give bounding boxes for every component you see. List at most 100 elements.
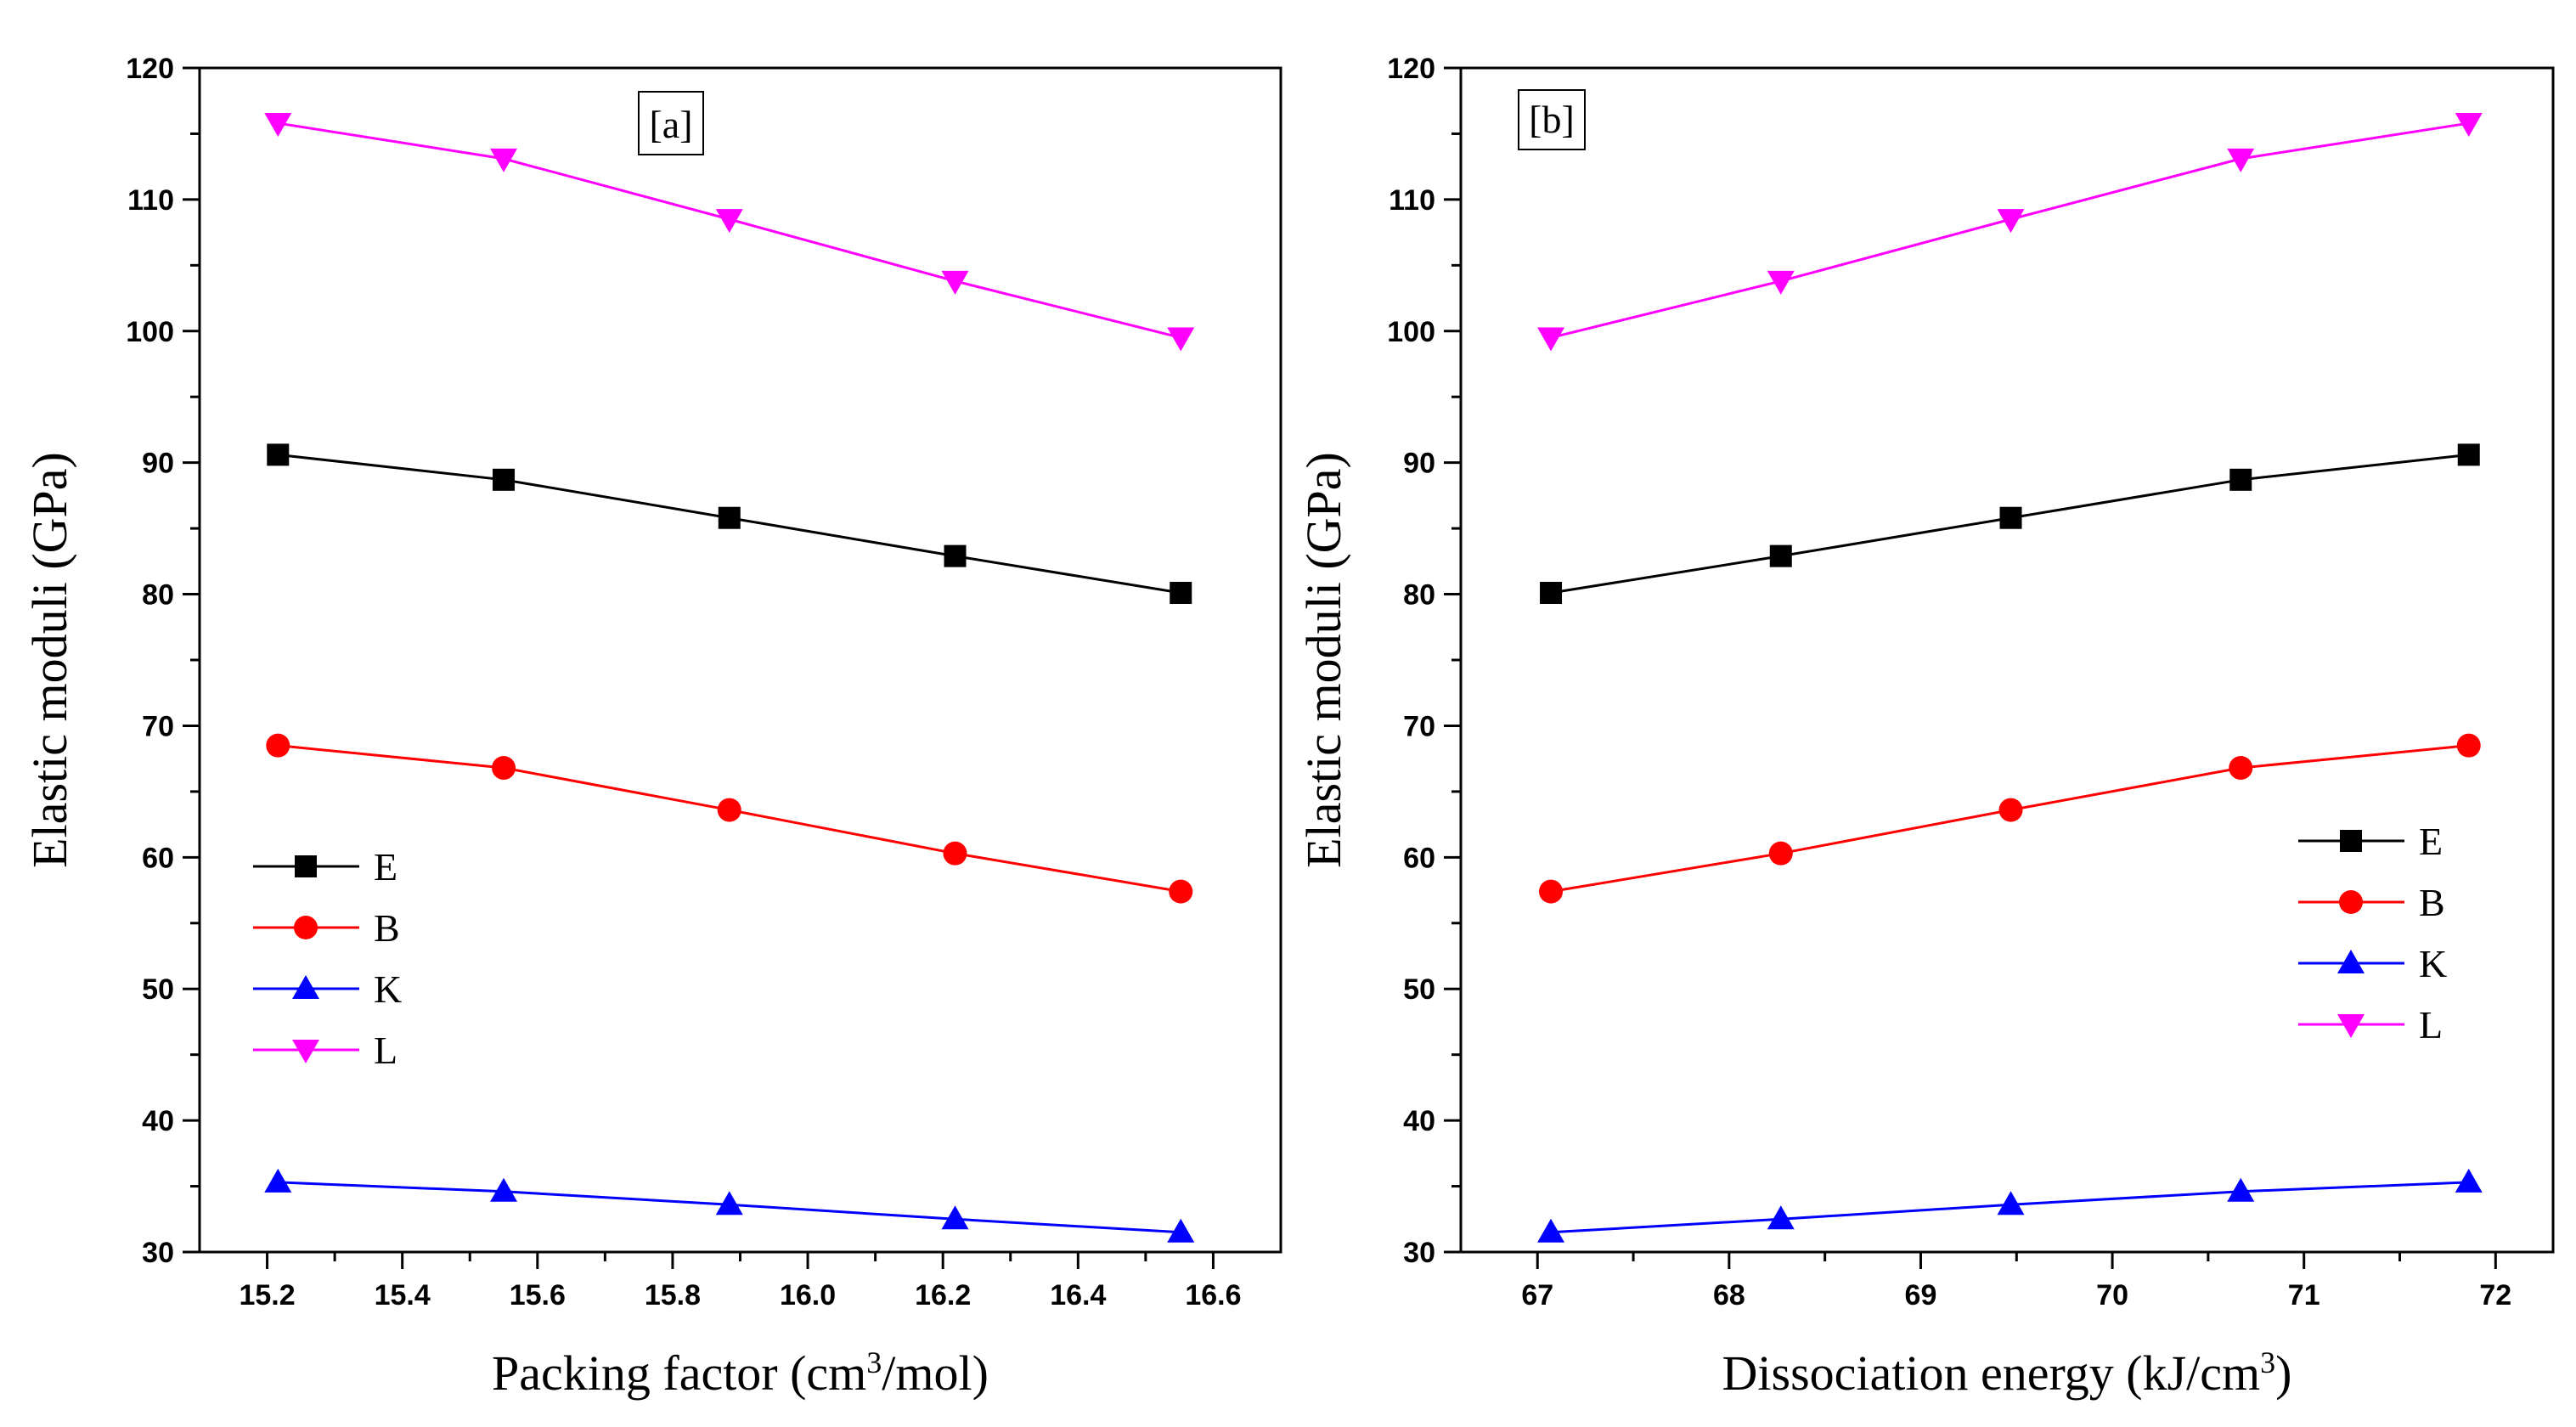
data-point — [715, 1191, 743, 1215]
plot-frame — [198, 66, 1282, 1254]
y-tick-label: 40 — [1403, 1105, 1435, 1137]
data-point — [2227, 148, 2255, 172]
y-tick-label: 80 — [1403, 579, 1435, 612]
data-point — [2455, 1168, 2483, 1193]
x-tick-label: 16.2 — [915, 1279, 971, 1311]
x-axis-title: Dissociation energy (kJ/cm3) — [1722, 1345, 2292, 1401]
data-point — [941, 270, 969, 295]
y-axis-title: Elastic moduli (GPa) — [1296, 452, 1351, 868]
data-point — [2456, 733, 2481, 758]
x-tick-label: 72 — [2479, 1279, 2511, 1311]
data-point — [944, 544, 967, 567]
data-point — [1769, 544, 1792, 567]
x-tick-label: 71 — [2288, 1279, 2320, 1311]
data-point — [941, 1205, 969, 1230]
legend-marker — [292, 1040, 319, 1063]
data-point — [2455, 113, 2483, 138]
data-point — [1540, 582, 1563, 605]
legend-label: L — [2419, 1003, 2443, 1046]
x-tick-label: 15.6 — [510, 1279, 566, 1311]
series-L — [1537, 113, 2483, 352]
legend-label: L — [374, 1029, 397, 1072]
legend-label: B — [374, 906, 400, 950]
y-tick-label: 70 — [1403, 710, 1435, 742]
data-point — [2229, 468, 2252, 491]
panel-label: [a] — [649, 103, 692, 146]
y-tick-label: 110 — [1389, 184, 1435, 217]
data-point — [718, 506, 741, 529]
x-tick-label: 70 — [2096, 1279, 2128, 1311]
y-axis-title: Elastic moduli (GPa) — [22, 452, 77, 868]
y-tick-label: 120 — [126, 53, 174, 85]
series-B — [1539, 733, 2481, 904]
y-tick-label: 50 — [142, 973, 174, 1006]
x-tick-label: 69 — [1905, 1279, 1937, 1311]
data-point — [1537, 327, 1565, 352]
y-tick-label: 120 — [1387, 53, 1435, 85]
data-point — [943, 841, 967, 866]
legend-label: K — [374, 967, 402, 1011]
data-point — [1167, 1218, 1195, 1243]
y-tick-label: 100 — [1387, 316, 1435, 348]
data-point — [264, 113, 292, 138]
legend-label: E — [2419, 820, 2443, 863]
x-tick-label: 15.8 — [645, 1279, 701, 1311]
y-tick-label: 50 — [1403, 973, 1435, 1006]
x-tick-label: 16.6 — [1185, 1279, 1241, 1311]
data-point — [1998, 798, 2023, 822]
panel-label: [b] — [1529, 98, 1575, 141]
legend-marker — [2339, 890, 2363, 914]
x-tick-label: 16.0 — [780, 1279, 836, 1311]
y-tick-label: 90 — [142, 448, 174, 480]
data-point — [1767, 270, 1795, 295]
legend-label: K — [2419, 942, 2447, 985]
y-tick-label: 70 — [142, 710, 174, 742]
y-tick-label: 30 — [1403, 1237, 1435, 1269]
data-point — [1768, 841, 1793, 866]
y-tick-label: 60 — [1403, 842, 1435, 874]
data-point — [264, 1168, 292, 1193]
data-point — [717, 798, 741, 822]
y-tick-label: 100 — [126, 316, 174, 348]
y-tick-label: 110 — [127, 184, 174, 217]
legend-marker — [2337, 950, 2365, 973]
data-point — [2457, 443, 2480, 466]
data-point — [2229, 756, 2253, 781]
panel-label-box — [638, 91, 704, 155]
y-tick-label: 90 — [1403, 448, 1435, 480]
data-point — [1537, 1218, 1565, 1243]
legend-marker — [294, 916, 318, 939]
legend-marker — [2337, 1014, 2365, 1038]
data-point — [490, 1177, 518, 1202]
y-tick-label: 60 — [142, 842, 174, 874]
series-K — [1537, 1168, 2483, 1243]
x-tick-label: 68 — [1713, 1279, 1745, 1311]
data-point — [267, 443, 290, 466]
legend-marker — [2340, 830, 2362, 852]
data-point — [715, 209, 743, 234]
y-tick-label: 30 — [142, 1237, 174, 1269]
x-axis-title: Packing factor (cm3/mol) — [492, 1345, 989, 1401]
chart-panel-b: 67 68 69 70 71 72 30 40 50 60 70 80 90 100 110 120 Elast… — [1296, 53, 2555, 1401]
data-point — [266, 733, 290, 758]
x-tick-label: 15.4 — [375, 1279, 431, 1311]
x-tick-label: 15.2 — [239, 1279, 295, 1311]
data-point — [1997, 1191, 2025, 1215]
data-point — [1999, 506, 2022, 529]
legend-marker — [292, 975, 319, 999]
x-tick-label: 16.4 — [1050, 1279, 1106, 1311]
data-point — [490, 148, 518, 172]
chart-panel-a: 15.2 15.4 15.6 15.8 16.0 16.2 16.4 16.6 30 40 50 60… — [22, 53, 1282, 1401]
data-point — [492, 756, 516, 781]
data-point — [1997, 209, 2025, 234]
data-point — [1767, 1205, 1795, 1230]
legend-marker — [295, 855, 317, 877]
data-point — [1167, 327, 1195, 352]
series-K — [264, 1168, 1195, 1243]
y-tick-label: 40 — [142, 1105, 174, 1137]
data-point — [1169, 879, 1193, 904]
series-E — [267, 443, 1192, 605]
panel-label-box — [1518, 89, 1586, 150]
